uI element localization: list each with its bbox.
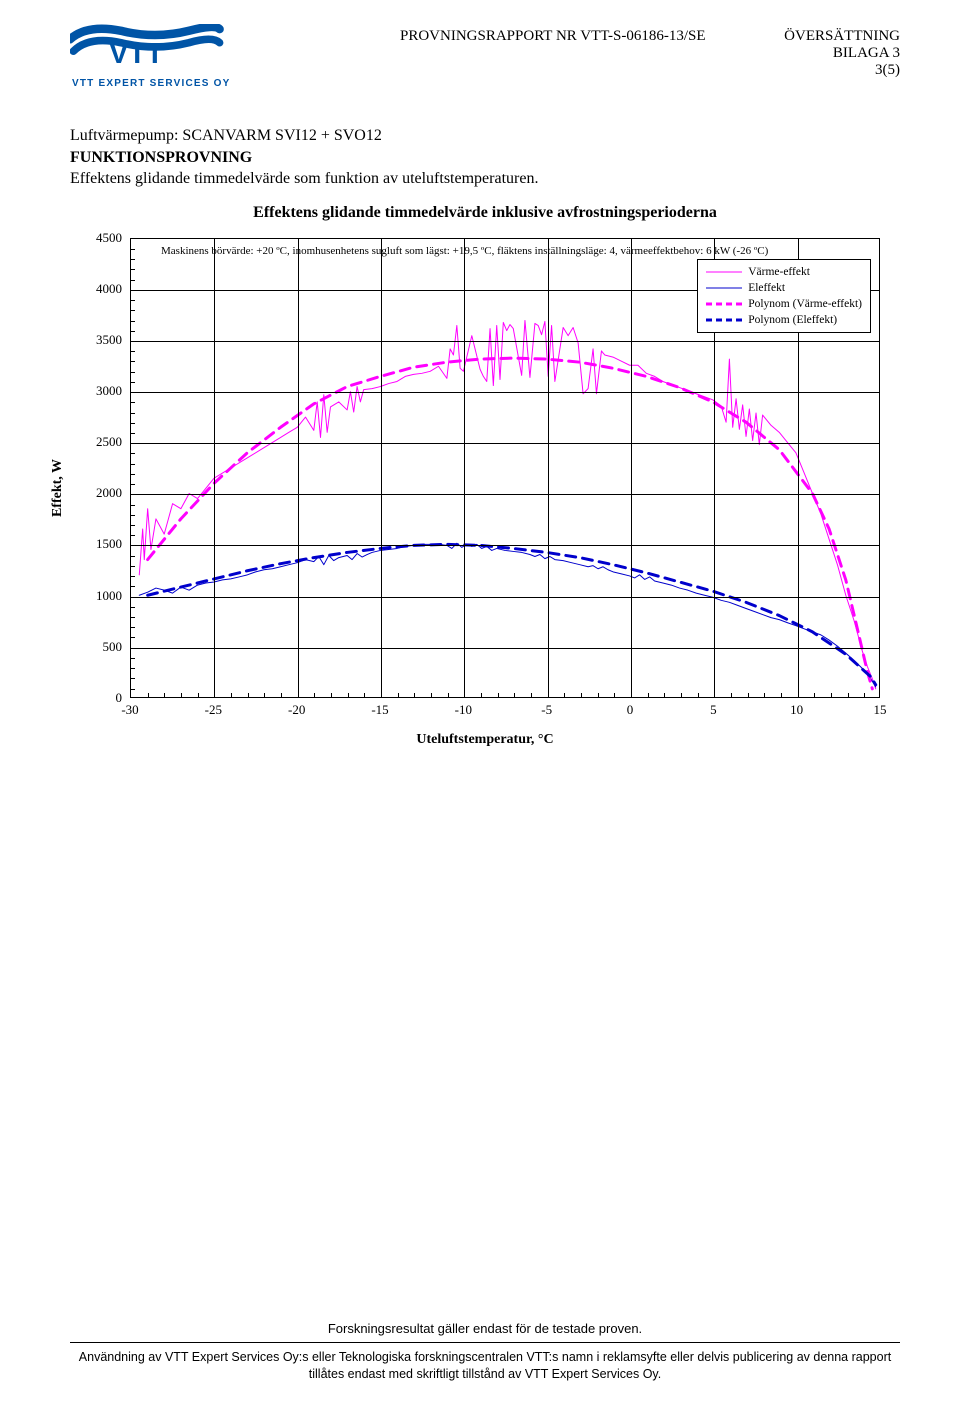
y-tick-label: 1500: [72, 536, 122, 552]
x-tick-label: 10: [790, 702, 803, 718]
chart-annotation: Maskinens börvärde: +20 ºC, inomhusenhet…: [161, 245, 768, 257]
chart-legend: Värme-effektEleffektPolynom (Värme-effek…: [697, 259, 871, 333]
body-block: Luftvärmepump: SCANVARM SVI12 + SVO12 FU…: [70, 125, 900, 190]
x-tick-label: -20: [288, 702, 305, 718]
legend-item: Värme-effekt: [706, 264, 862, 280]
header-translation: ÖVERSÄTTNING: [730, 28, 900, 45]
section-desc: Effektens glidande timmedelvärde som fun…: [70, 168, 900, 190]
section-heading: FUNKTIONSPROVNING: [70, 147, 900, 169]
y-tick-label: 0: [72, 690, 122, 706]
plot-area: Maskinens börvärde: +20 ºC, inomhusenhet…: [130, 238, 880, 698]
y-tick-label: 3000: [72, 383, 122, 399]
y-tick-label: 2000: [72, 485, 122, 501]
y-axis-label: Effekt, W: [50, 459, 66, 517]
header-right: ÖVERSÄTTNING BILAGA 3 3(5): [730, 24, 900, 79]
y-tick-label: 500: [72, 639, 122, 655]
footer-line2: Användning av VTT Expert Services Oy:s e…: [70, 1349, 900, 1383]
logo-block: VTT VTT EXPERT SERVICES OY: [70, 24, 270, 89]
x-tick-label: -30: [121, 702, 138, 718]
x-tick-label: 15: [874, 702, 887, 718]
product-line: Luftvärmepump: SCANVARM SVI12 + SVO12: [70, 125, 900, 147]
logo-subtitle: VTT EXPERT SERVICES OY: [72, 78, 270, 89]
footer-line1: Forskningsresultat gäller endast för de …: [70, 1321, 900, 1336]
x-tick-label: -15: [371, 702, 388, 718]
footer-divider: [70, 1342, 900, 1343]
y-tick-label: 4000: [72, 281, 122, 297]
svg-text:VTT: VTT: [109, 38, 164, 70]
x-tick-label: -25: [205, 702, 222, 718]
x-tick-label: -5: [541, 702, 552, 718]
y-tick-label: 3500: [72, 332, 122, 348]
footer: Forskningsresultat gäller endast för de …: [70, 1321, 900, 1383]
x-tick-label: -10: [455, 702, 472, 718]
x-tick-label: 0: [627, 702, 634, 718]
legend-item: Eleffekt: [706, 280, 862, 296]
vtt-logo-icon: VTT: [70, 24, 240, 75]
header-report-no: PROVNINGSRAPPORT NR VTT-S-06186-13/SE: [270, 24, 730, 45]
page: VTT VTT EXPERT SERVICES OY PROVNINGSRAPP…: [0, 0, 960, 1423]
y-tick-label: 1000: [72, 588, 122, 604]
x-tick-label: 5: [710, 702, 717, 718]
legend-item: Polynom (Värme-effekt): [706, 296, 862, 312]
y-tick-label: 4500: [72, 230, 122, 246]
chart-title: Effektens glidande timmedelvärde inklusi…: [70, 204, 900, 222]
legend-item: Polynom (Eleffekt): [706, 312, 862, 328]
y-tick-label: 2500: [72, 434, 122, 450]
header-page-no: 3(5): [730, 62, 900, 79]
header-appendix: BILAGA 3: [730, 45, 900, 62]
header: VTT VTT EXPERT SERVICES OY PROVNINGSRAPP…: [70, 24, 900, 89]
x-axis-label: Uteluftstemperatur, °C: [70, 732, 900, 748]
chart: Effekt, W Uteluftstemperatur, °C Maskine…: [70, 228, 900, 748]
